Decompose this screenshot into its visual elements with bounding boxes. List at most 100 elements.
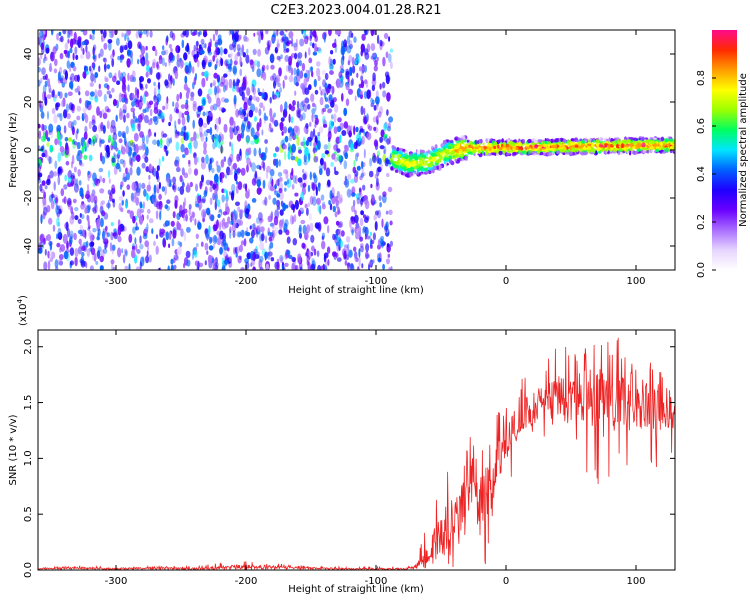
spectrogram-cell xyxy=(255,245,258,254)
spectrogram-cell xyxy=(340,46,345,56)
spectrogram-cell xyxy=(205,136,208,143)
spectrogram-cell xyxy=(371,195,375,202)
spectrogram-cell xyxy=(274,226,278,237)
spectrogram-cell xyxy=(228,78,233,89)
spectrogram-cell xyxy=(184,62,190,67)
spectrogram-cell xyxy=(304,146,309,157)
colorbar-tick-label: 0.6 xyxy=(696,118,707,134)
spectrogram-cell xyxy=(212,103,218,111)
spectrogram-cell xyxy=(165,172,171,182)
spectrogram-cell xyxy=(82,48,85,55)
spectrogram-cell xyxy=(669,145,673,151)
spectrogram-cell xyxy=(310,263,316,270)
spectrogram-cell xyxy=(174,120,177,128)
spectrogram-cell xyxy=(309,222,314,232)
spectrogram-cell xyxy=(165,231,170,241)
spectrogram-cell xyxy=(38,79,41,87)
spectrogram-cell xyxy=(291,143,296,153)
spectrogram-cell xyxy=(243,101,248,111)
spectrogram-cell xyxy=(85,51,91,60)
spectrogram-cell xyxy=(45,47,50,54)
spectrogram-cell xyxy=(340,68,345,74)
spectrogram-cell xyxy=(147,208,151,214)
spectrogram-cell xyxy=(165,37,168,46)
spectrogram-cell xyxy=(359,245,364,253)
y-tick-label: 1.0 xyxy=(23,450,34,466)
spectrogram-cell xyxy=(55,205,59,215)
spectrogram-cell xyxy=(379,42,383,51)
spectrogram-cell xyxy=(347,243,350,252)
spectrogram-cell xyxy=(50,51,55,62)
spectrogram-cell xyxy=(219,221,222,231)
spectrogram-cell xyxy=(340,56,345,66)
spectrogram-cell xyxy=(382,263,385,270)
spectrogram-cell xyxy=(346,188,352,198)
spectrogram-cell xyxy=(366,43,371,53)
spectrogram-cell xyxy=(288,75,294,83)
spectrogram-cell xyxy=(309,41,313,47)
spectrogram-cell xyxy=(236,246,240,254)
spectrogram-cell xyxy=(83,141,87,149)
spectrogram-cell xyxy=(125,167,128,175)
spectrogram-cell xyxy=(179,185,185,195)
spectrogram-cell xyxy=(278,187,283,194)
spectrogram-cell xyxy=(312,191,316,202)
spectrogram-cell xyxy=(538,144,542,148)
spectrogram-cell xyxy=(387,126,391,132)
spectrogram-cell xyxy=(267,251,273,257)
spectrogram-cell xyxy=(284,187,287,192)
spectrogram-cell xyxy=(57,209,63,215)
spectrogram-cell xyxy=(279,30,285,36)
spectrogram-cell xyxy=(312,115,316,123)
spectrogram-cell xyxy=(328,94,333,102)
spectrogram-cell xyxy=(217,214,221,218)
spectrogram-cell xyxy=(465,156,468,161)
spectrogram-cell xyxy=(40,53,43,60)
spectrogram-cell xyxy=(147,78,151,84)
spectrogram-cell xyxy=(170,264,174,270)
spectrogram-cell xyxy=(363,148,366,159)
spectrogram-cell xyxy=(63,49,68,55)
spectrogram-cell xyxy=(276,205,281,210)
spectrogram-cell xyxy=(396,147,400,152)
spectrogram-cell xyxy=(310,93,315,103)
spectrogram-cell xyxy=(75,54,79,60)
spectrogram-cell xyxy=(154,49,158,57)
spectrogram-cell xyxy=(82,30,88,36)
spectrogram-cell xyxy=(108,30,112,34)
spectrogram-cell xyxy=(448,145,452,149)
spectrogram-cell xyxy=(165,176,170,183)
spectrogram-cell xyxy=(145,255,150,264)
x-tick-label: 100 xyxy=(626,576,645,587)
spectrogram-cell xyxy=(203,130,209,137)
spectrogram-cell xyxy=(596,143,600,146)
spectrogram-cell xyxy=(212,55,216,62)
spectrogram-cell xyxy=(364,52,370,60)
spectrogram-cell xyxy=(463,143,466,148)
spectrogram-cell xyxy=(369,157,372,167)
spectrogram-cell xyxy=(220,75,226,85)
spectrogram-cell xyxy=(92,44,97,51)
spectrogram-cell xyxy=(376,119,379,126)
spectrogram-cell xyxy=(364,199,370,210)
spectrogram-cell xyxy=(359,90,363,95)
spectrogram-cell xyxy=(360,198,364,206)
spectrogram-cell xyxy=(111,247,114,255)
spectrogram-cell xyxy=(336,30,342,36)
spectrogram-cell xyxy=(153,240,156,247)
spectrogram-cell xyxy=(56,32,59,41)
spectrogram-cell xyxy=(343,160,348,170)
spectrogram-cell xyxy=(357,266,360,270)
spectrogram-cell xyxy=(251,66,255,73)
spectrogram-cell xyxy=(276,38,280,48)
spectrogram-cell xyxy=(214,188,218,196)
spectrogram-cell xyxy=(334,170,339,176)
spectrogram-cell xyxy=(245,148,250,156)
spectrogram-cell xyxy=(78,159,83,166)
spectrogram-cell xyxy=(61,81,65,88)
spectrogram-cell xyxy=(134,226,140,231)
spectrogram-cell xyxy=(80,30,85,33)
spectrogram-cell xyxy=(158,193,162,200)
spectrogram-cell xyxy=(313,156,319,163)
spectrogram-cell xyxy=(193,54,197,60)
